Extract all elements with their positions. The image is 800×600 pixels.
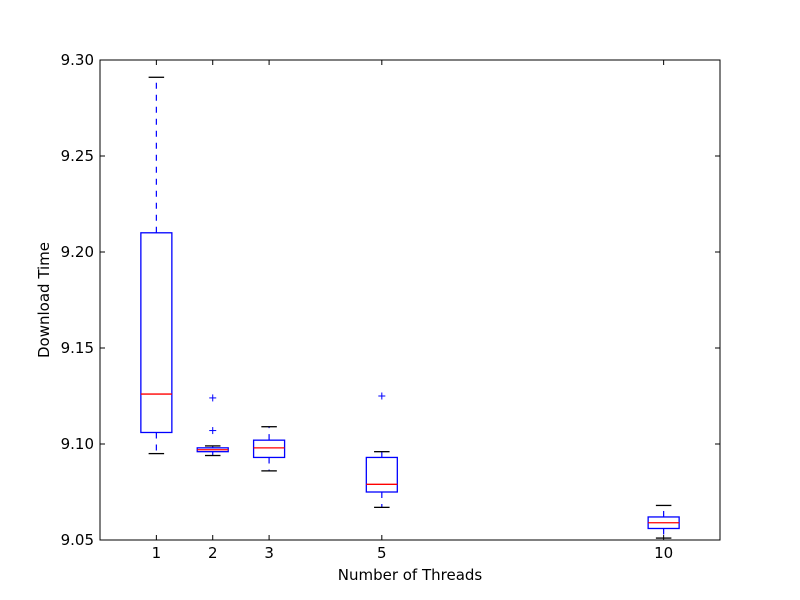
- x-tick-label: 2: [208, 544, 218, 562]
- axis-ticks: 1 2 3 5 10 9.05 9.10 9.15 9.20 9.25 9.30: [61, 51, 720, 562]
- y-tick-label: 9.30: [61, 51, 94, 69]
- x-tick-label: 1: [152, 544, 162, 562]
- y-tick-label: 9.15: [61, 339, 94, 357]
- plot-area: [100, 60, 720, 540]
- y-tick-label: 9.10: [61, 435, 94, 453]
- box-iqr: [365, 456, 398, 493]
- box-group-3: [252, 426, 286, 472]
- box-iqr: [140, 232, 173, 434]
- outlier-point: [378, 392, 386, 400]
- box-group-1: [140, 76, 173, 455]
- x-tick-label: 10: [654, 544, 673, 562]
- x-axis-title: Number of Threads: [338, 566, 483, 584]
- outlier-point: [209, 394, 217, 402]
- y-tick-label: 9.05: [61, 531, 94, 549]
- y-tick-label: 9.20: [61, 243, 94, 261]
- box-group-5: [365, 392, 398, 509]
- plot-frame: [99, 59, 721, 541]
- y-tick-label: 9.25: [61, 147, 94, 165]
- box-group-10: [647, 504, 680, 539]
- x-tick-label: 3: [264, 544, 274, 562]
- box-plot-marks: [140, 76, 680, 539]
- x-tick-label: 5: [377, 544, 387, 562]
- outlier-point: [209, 427, 217, 435]
- y-axis-title: Download Time: [35, 242, 53, 358]
- box-group-2: [196, 394, 229, 457]
- box-iqr: [252, 439, 286, 459]
